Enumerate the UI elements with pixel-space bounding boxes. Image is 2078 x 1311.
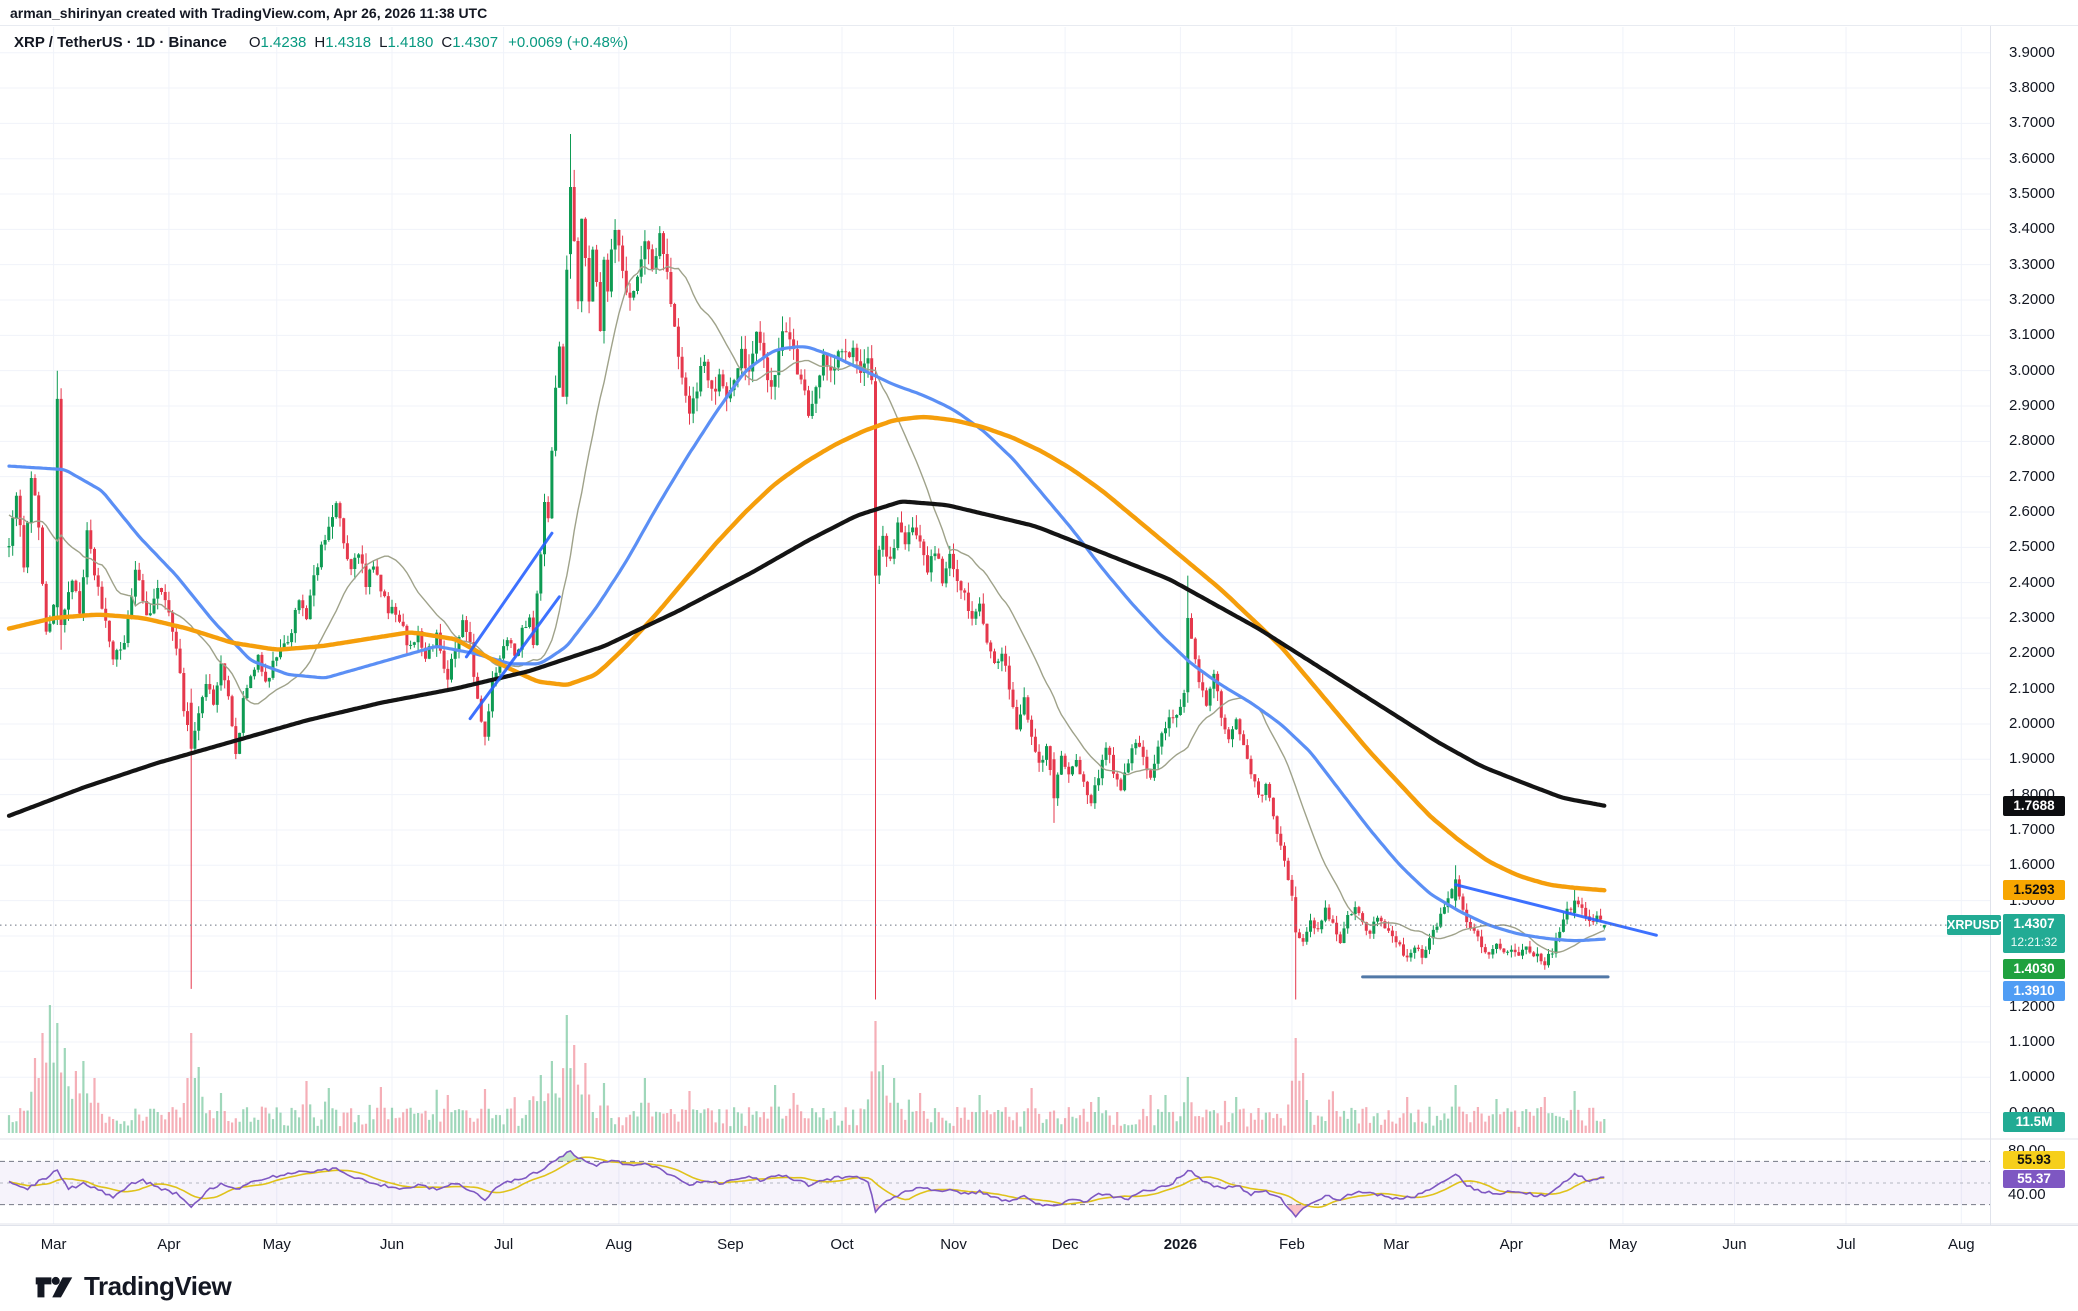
time-tick-Feb: Feb [1279, 1236, 1305, 1253]
price-tick: 2.7000 [2009, 467, 2055, 485]
rsi-line [8, 1149, 1605, 1218]
rsi-pane [0, 1149, 1990, 1218]
ma100-price-label: 1.5293 [2003, 880, 2065, 901]
moving-averages [6, 265, 1607, 954]
open-value: 1.4238 [260, 34, 307, 51]
ma100-line [6, 414, 1607, 893]
ascending-trendline-2 [464, 531, 554, 659]
rsi-oversold-fill [1288, 1204, 1307, 1217]
candlesticks [7, 134, 1606, 1000]
price-tick: 2.3000 [2009, 608, 2055, 626]
time-tick-Jul: Jul [493, 1236, 514, 1253]
rsi-ma-value-label: 55.93 [2003, 1151, 2065, 1169]
price-tick: 2.2000 [2009, 644, 2055, 662]
time-tick-Oct: Oct [830, 1236, 854, 1253]
price-tick: 1.2000 [2009, 997, 2055, 1015]
price-tick: 2.8000 [2009, 432, 2055, 450]
price-tick: 2.4000 [2009, 573, 2055, 591]
low-label: L [379, 34, 388, 51]
symbol-title[interactable]: XRP / TetherUS · 1D · Binance [14, 34, 227, 51]
price-tick: 2.5000 [2009, 538, 2055, 556]
bar-countdown: 12:21:32 [2010, 935, 2058, 950]
time-tick-Sep: Sep [717, 1236, 744, 1253]
time-scale[interactable]: Mar Apr May Jun Jul Aug Sep Oct Nov Dec 2026 Feb Mar… [0, 1225, 2078, 1263]
grid-lines [0, 27, 1990, 1224]
price-tick: 3.6000 [2009, 149, 2055, 167]
time-tick-Mar: Mar [40, 1236, 67, 1253]
last-price-label: 1.4307 12:21:32 [2003, 914, 2065, 954]
time-tick-Nov: Nov [940, 1236, 967, 1253]
low-value: 1.4180 [387, 34, 434, 51]
price-tick: 1.1000 [2009, 1032, 2055, 1050]
time-tick-Aug: Aug [1947, 1236, 1975, 1253]
price-tick: 3.0000 [2009, 361, 2055, 379]
ma50-line [7, 345, 1606, 943]
tradingview-wordmark[interactable]: TradingView [84, 1271, 232, 1301]
rsi-overbought-fill [555, 1150, 586, 1162]
price-tick: 3.9000 [2009, 43, 2055, 61]
price-tick: 1.6000 [2009, 856, 2055, 874]
time-tick-May: May [1608, 1236, 1638, 1253]
footer-bar: TradingView [0, 1262, 2078, 1311]
symbol-header[interactable]: XRP / TetherUS · 1D · Binance O1.4238 H1.4… [14, 34, 628, 51]
price-tick: 3.8000 [2009, 79, 2055, 97]
attribution-bar: arman_shirinyan created with TradingView… [0, 0, 2078, 26]
time-tick-Apr: Apr [1499, 1236, 1524, 1253]
symbol-price-tag: XRPUSDT [1947, 915, 2007, 936]
tradingview-logo-icon[interactable] [34, 1270, 74, 1304]
sma20-line [8, 265, 1605, 954]
high-label: H [314, 34, 326, 51]
up-candle-wicks [8, 134, 1605, 968]
ascending-trendline-1 [468, 595, 561, 721]
trendline-drawings [464, 531, 1658, 979]
time-tick-Aug: Aug [605, 1236, 633, 1253]
price-tick: 3.3000 [2009, 255, 2055, 273]
down-candle-bodies [18, 187, 1603, 966]
price-tick: 2.1000 [2009, 679, 2055, 697]
time-tick-2026: 2026 [1163, 1236, 1198, 1253]
pane-separators [0, 1138, 2078, 1225]
price-tick: 3.4000 [2009, 220, 2055, 238]
price-tick: 1.9000 [2009, 750, 2055, 768]
price-tick: 3.1000 [2009, 326, 2055, 344]
price-tick: 2.0000 [2009, 714, 2055, 732]
high-value: 1.4318 [325, 34, 372, 51]
close-label: C [441, 34, 453, 51]
price-tick: 3.7000 [2009, 114, 2055, 132]
price-scale[interactable]: 3.9000 3.8000 3.7000 3.6000 3.5000 3.4000 3.30… [1990, 26, 2078, 1262]
time-tick-Dec: Dec [1051, 1236, 1079, 1253]
rsi-scale-tick-40: 40.00 [2008, 1186, 2046, 1203]
up-candle-bodies [7, 187, 1606, 966]
close-value: 1.4307 [452, 34, 499, 51]
time-tick-Jul: Jul [1836, 1236, 1856, 1253]
price-tick: 3.5000 [2009, 185, 2055, 203]
attribution-text: arman_shirinyan created with TradingView… [10, 5, 488, 21]
sma-price-label: 1.4030 [2003, 959, 2065, 980]
ma200-price-label: 1.7688 [2003, 795, 2065, 816]
ma200-line [6, 499, 1607, 818]
volume-value-label: 11.5M [2003, 1112, 2065, 1132]
volume-bars [7, 1005, 1606, 1133]
price-tick: 2.9000 [2009, 397, 2055, 414]
price-tick: 3.2000 [2009, 291, 2055, 308]
price-tick: 2.6000 [2009, 502, 2055, 520]
change-value: +0.0069 (+0.48%) [508, 34, 629, 51]
time-tick-Apr: Apr [157, 1236, 181, 1253]
time-tick-Jun: Jun [379, 1236, 405, 1253]
price-tick: 1.0000 [2009, 1068, 2055, 1086]
price-tick: 1.7000 [2009, 820, 2055, 838]
volume-down-bars [19, 1021, 1602, 1133]
rsi-value-label: 55.37 [2003, 1170, 2065, 1188]
ma50-price-label: 1.3910 [2003, 981, 2065, 1002]
down-candle-wicks [19, 169, 1602, 1000]
open-label: O [248, 34, 261, 51]
time-tick-Jun: Jun [1722, 1236, 1747, 1253]
descending-trendline [1454, 883, 1658, 937]
last-price-value: 1.4307 [2013, 916, 2055, 932]
time-tick-May: May [262, 1236, 291, 1253]
time-tick-Mar: Mar [1383, 1236, 1409, 1253]
